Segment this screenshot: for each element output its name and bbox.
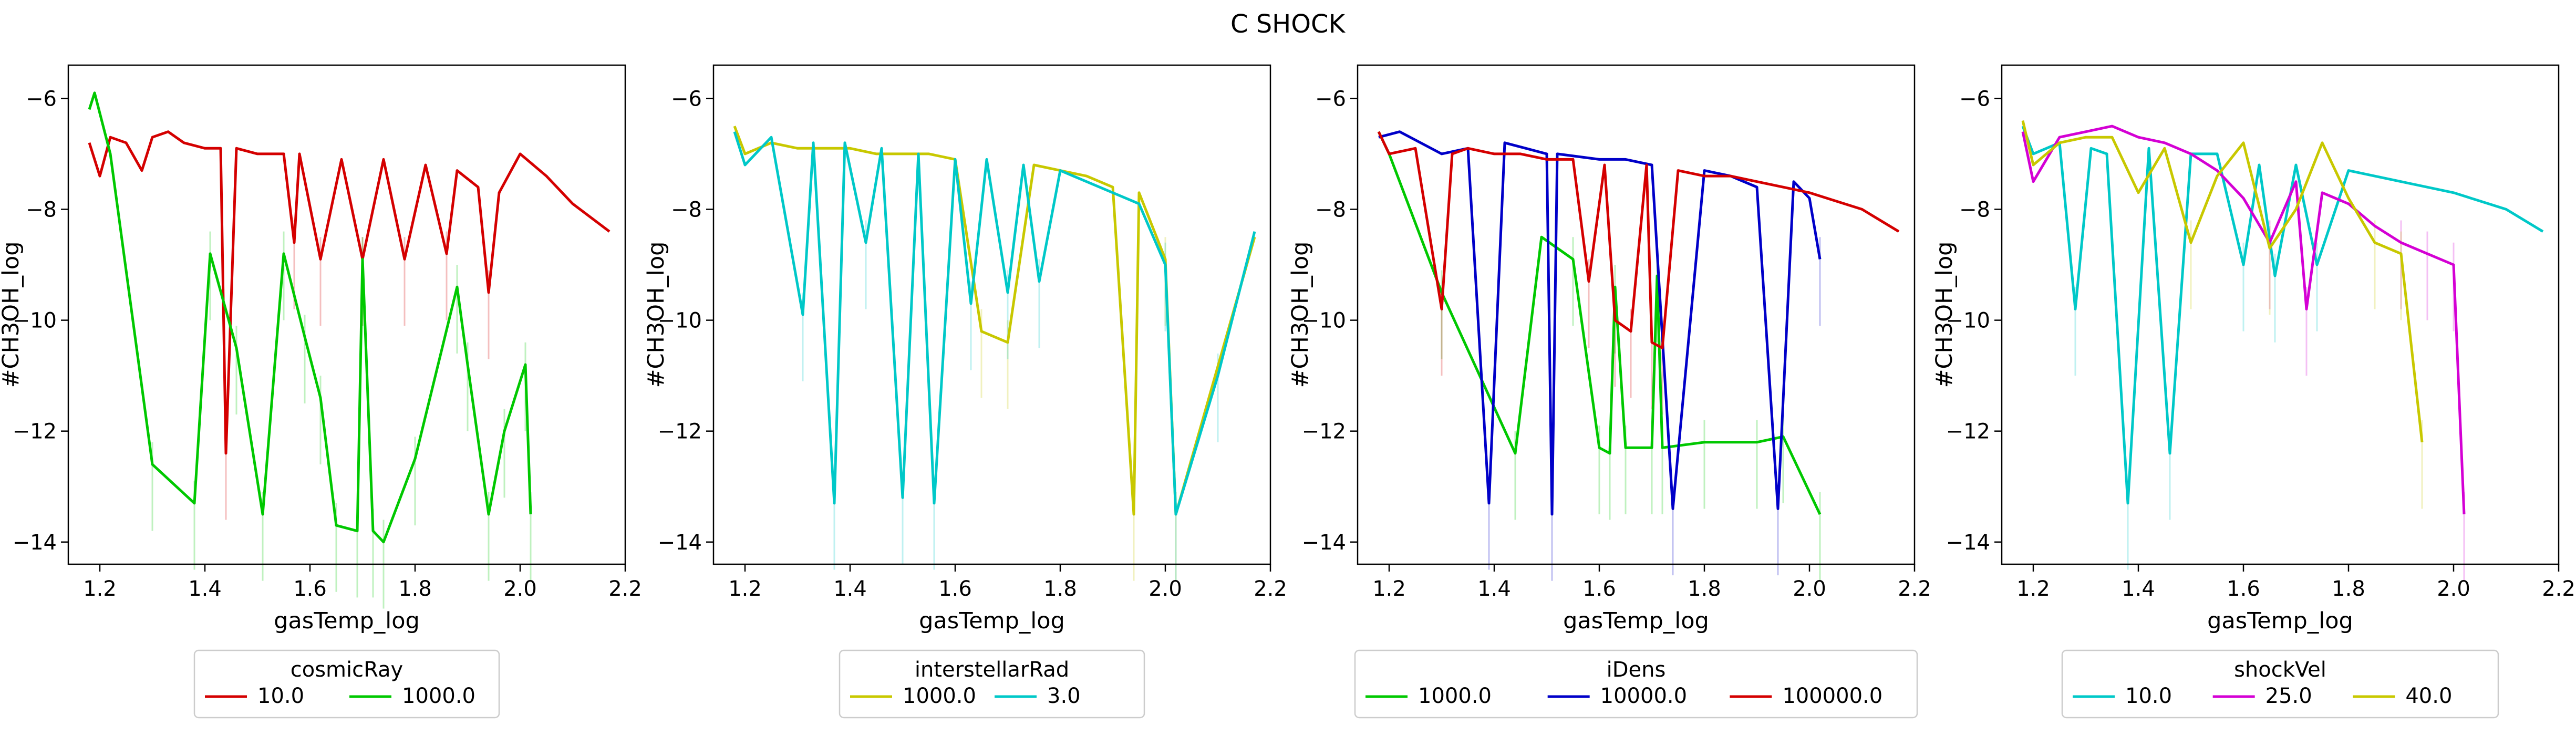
- x-tick-label: 2.2: [608, 577, 642, 601]
- legend-label: 10000.0: [1600, 684, 1687, 708]
- x-tick-label: 2.0: [1149, 577, 1182, 601]
- x-tick-label: 1.8: [1043, 577, 1077, 601]
- x-tick-label: 2.0: [2437, 577, 2470, 601]
- legend-title: cosmicRay: [291, 658, 403, 682]
- legend-title: shockVel: [2234, 658, 2326, 682]
- series-band-10.0: [2074, 242, 2318, 570]
- chart-panel-2: 1.2 1.4 1.6 1.8 2.0 2.2 −6 −8 −10 −12 −14 gasTemp_l…: [643, 64, 1287, 719]
- y-tick-label: −14: [1946, 531, 1990, 555]
- x-tick-label: 1.4: [188, 577, 222, 601]
- y-tick-label: −12: [1302, 420, 1346, 444]
- x-tick-label: 1.2: [1372, 577, 1406, 601]
- series-line-100000.0: [1377, 131, 1900, 349]
- series-band-1000.0: [980, 237, 1177, 581]
- x-tick-label: 2.2: [1254, 577, 1287, 601]
- figure-title: C SHOCK: [1230, 9, 1346, 39]
- legend-label: 100000.0: [1782, 684, 1882, 708]
- series-line-1000.0: [1377, 131, 1822, 515]
- y-tick-label: −12: [13, 420, 57, 444]
- y-tick-label: −8: [1959, 198, 1990, 222]
- x-tick-label: 1.8: [398, 577, 432, 601]
- y-tick-label: −6: [1315, 87, 1346, 111]
- series-line-3.0: [733, 131, 1256, 516]
- x-tick-label: 1.6: [2227, 577, 2260, 601]
- axes-frame: [712, 64, 1271, 565]
- legend-label: 10.0: [2125, 684, 2172, 708]
- y-tick-label: −6: [26, 87, 57, 111]
- y-tick-label: −14: [13, 531, 57, 555]
- x-tick-label: 1.6: [293, 577, 327, 601]
- legend-box: [193, 649, 500, 719]
- legend-title: interstellarRad: [915, 658, 1069, 682]
- y-axis-label: #CH3OH_log: [1931, 242, 1958, 388]
- series-line-10000.0: [1378, 130, 1822, 516]
- chart-panel-4: 1.2 1.4 1.6 1.8 2.0 2.2 −6 −8 −10 −12 −14 gasTemp_l…: [1931, 64, 2575, 719]
- y-tick-label: −10: [13, 309, 57, 333]
- x-axis-label: gasTemp_log: [1563, 608, 1709, 634]
- series-line-1000.0: [733, 126, 1256, 516]
- x-tick-label: 1.2: [728, 577, 762, 601]
- y-tick-label: −8: [671, 198, 702, 222]
- x-tick-label: 1.4: [1477, 577, 1511, 601]
- y-tick-label: −6: [671, 87, 702, 111]
- legend: shockVel 10.0 25.0 40.0: [2061, 649, 2499, 719]
- x-tick-label: 1.4: [2122, 577, 2155, 601]
- legend-label: 1000.0: [402, 684, 475, 708]
- series-line-40.0: [2021, 120, 2424, 443]
- legend-box: [2061, 649, 2499, 719]
- legend-label: 1000.0: [1418, 684, 1492, 708]
- x-tick-label: 2.2: [1898, 577, 1931, 601]
- series-band-25.0: [2269, 220, 2465, 581]
- x-tick-label: 1.2: [83, 577, 117, 601]
- legend-title: iDens: [1607, 658, 1666, 682]
- x-tick-label: 2.2: [2542, 577, 2575, 601]
- series-line-1000.0: [88, 91, 532, 544]
- legend-label: 1000.0: [903, 684, 976, 708]
- legend-label: 3.0: [1047, 684, 1081, 708]
- x-tick-label: 1.4: [833, 577, 867, 601]
- axes-frame: [67, 64, 626, 565]
- series-line-25.0: [2021, 125, 2466, 515]
- x-tick-label: 1.6: [1582, 577, 1616, 601]
- chart-panel-3: 1.2 1.4 1.6 1.8 2.0 2.2 −6 −8 −10 −12 −14 gasTemp_l…: [1287, 64, 1931, 719]
- x-axis-label: gasTemp_log: [2207, 608, 2353, 634]
- y-tick-label: −8: [1315, 198, 1346, 222]
- y-tick-label: −6: [1959, 87, 1990, 111]
- x-tick-label: 1.8: [1688, 577, 1721, 601]
- y-axis-label: #CH3OH_log: [0, 242, 24, 388]
- x-tick-label: 2.0: [1793, 577, 1826, 601]
- y-tick-label: −12: [1946, 420, 1990, 444]
- y-axis-label: #CH3OH_log: [1287, 242, 1313, 388]
- x-tick-label: 1.2: [2016, 577, 2050, 601]
- y-tick-label: −8: [26, 198, 57, 222]
- legend-label: 25.0: [2265, 684, 2312, 708]
- chart-panel-1: 1.2 1.4 1.6 1.8 2.0 2.2 −6 −8 −10 −12 −14 gasTemp_l…: [0, 64, 642, 719]
- x-tick-label: 1.8: [2332, 577, 2365, 601]
- axes-frame: [2001, 64, 2560, 565]
- series-line-10.0: [88, 130, 611, 455]
- legend-label: 40.0: [2405, 684, 2452, 708]
- legend: iDens 1000.0 10000.0 100000.0: [1354, 649, 1918, 719]
- series-line-10.0: [2021, 126, 2544, 505]
- y-tick-label: −14: [1302, 531, 1346, 555]
- x-axis-label: gasTemp_log: [274, 608, 420, 634]
- y-tick-label: −10: [658, 309, 702, 333]
- y-axis-label: #CH3OH_log: [643, 242, 669, 388]
- y-tick-label: −14: [658, 531, 702, 555]
- x-tick-label: 1.6: [938, 577, 972, 601]
- legend-label: 10.0: [257, 684, 304, 708]
- y-tick-label: −12: [658, 420, 702, 444]
- legend-box: [1354, 649, 1918, 719]
- axes-frame: [1357, 64, 1916, 565]
- x-axis-label: gasTemp_log: [919, 608, 1065, 634]
- x-tick-label: 2.0: [503, 577, 537, 601]
- y-tick-label: −10: [1302, 309, 1346, 333]
- y-tick-label: −10: [1946, 309, 1990, 333]
- legend-box: [839, 649, 1145, 719]
